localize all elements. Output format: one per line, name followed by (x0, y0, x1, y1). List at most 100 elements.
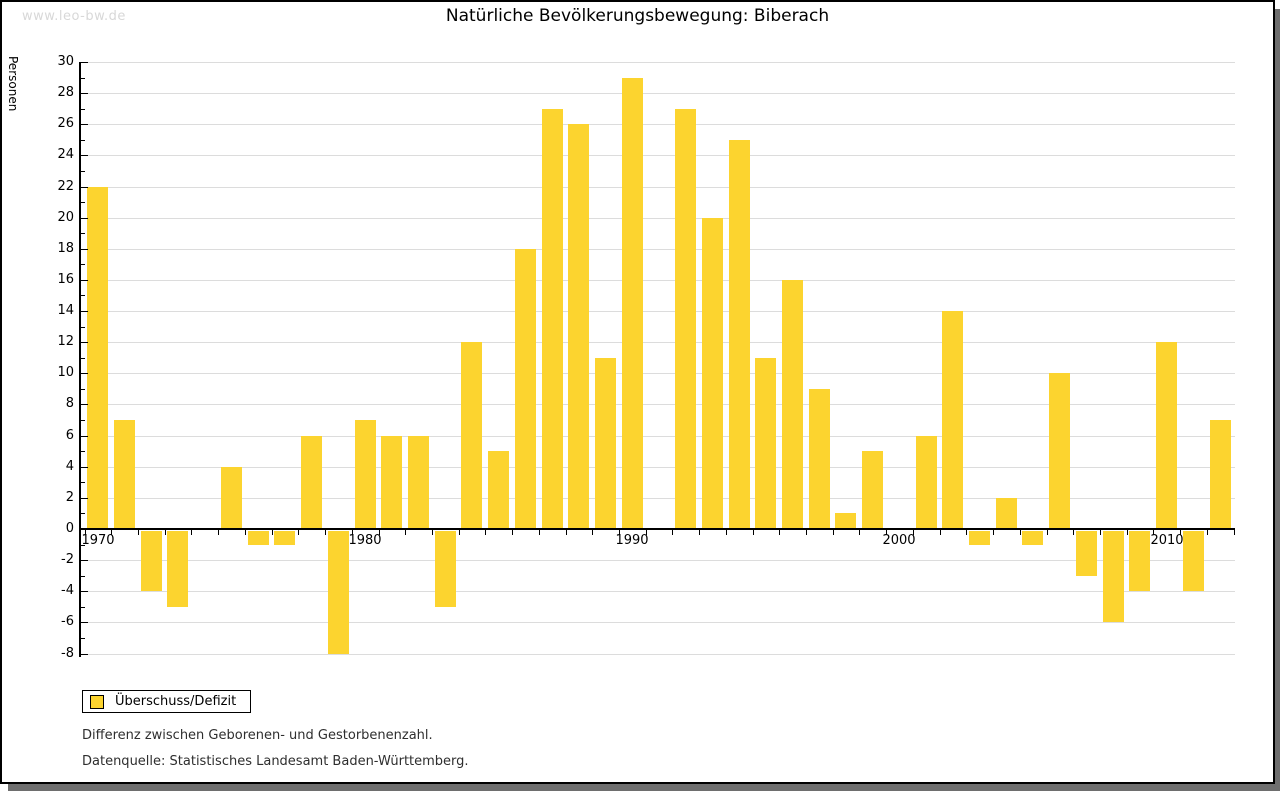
note-line-1: Differenz zwischen Geborenen- und Gestor… (82, 728, 433, 743)
x-tick-label-2000: 2000 (882, 533, 916, 548)
bar-1982 (408, 436, 429, 528)
bar-2006 (1049, 373, 1070, 528)
gridline-30 (80, 62, 1235, 63)
y-tick-20 (81, 218, 88, 219)
bar-2008 (1103, 531, 1124, 622)
legend: Überschuss/Defizit (82, 690, 252, 713)
x-tick-22 (672, 530, 673, 535)
y-tick-25 (81, 140, 85, 141)
gridline-24 (80, 155, 1235, 156)
bar-1995 (755, 358, 776, 528)
bar-1997 (809, 389, 830, 528)
y-tick-26 (81, 124, 88, 125)
bar-2009 (1129, 531, 1150, 591)
gridline-14 (80, 311, 1235, 312)
bar-1990 (622, 78, 643, 528)
legend-swatch-icon (90, 694, 104, 709)
x-tick-28 (833, 530, 834, 535)
gridline-10 (80, 373, 1235, 374)
x-tick-30 (886, 530, 887, 535)
y-tick--8 (81, 654, 88, 655)
x-tick-31 (913, 530, 914, 535)
gridline-28 (80, 93, 1235, 94)
x-tick-7 (272, 530, 273, 535)
x-tick-6 (245, 530, 246, 535)
x-tick-29 (859, 530, 860, 535)
y-tick-11 (81, 358, 85, 359)
gridline-22 (80, 187, 1235, 188)
x-tick-39 (1127, 530, 1128, 535)
y-tick-28 (81, 93, 88, 94)
gridline-6 (80, 436, 1235, 437)
gridline-26 (80, 124, 1235, 125)
x-tick-13 (432, 530, 433, 535)
x-tick-2 (138, 530, 139, 535)
bar-1971 (114, 420, 135, 528)
y-tick-10 (81, 373, 88, 374)
y-tick-16 (81, 280, 88, 281)
bar-1985 (488, 451, 509, 528)
x-tick-36 (1047, 530, 1048, 535)
x-tick-8 (298, 530, 299, 535)
bar-2005 (1022, 531, 1043, 545)
bar-1986 (515, 249, 536, 528)
gridline-2 (80, 498, 1235, 499)
y-tick-17 (81, 264, 85, 265)
x-tick-1 (111, 530, 112, 535)
x-tick-21 (646, 530, 647, 535)
x-axis-line (79, 528, 1235, 530)
x-tick-19 (592, 530, 593, 535)
y-tick-5 (81, 451, 85, 452)
x-tick-14 (459, 530, 460, 535)
x-tick-32 (940, 530, 941, 535)
gridline--2 (80, 560, 1235, 561)
x-tick-label-2010: 2010 (1150, 533, 1184, 548)
y-tick-13 (81, 327, 85, 328)
x-tick-25 (753, 530, 754, 535)
bar-1984 (461, 342, 482, 528)
x-tick-33 (966, 530, 967, 535)
y-tick-label-16: 16 (57, 272, 74, 287)
bar-1976 (248, 531, 269, 545)
x-tick-43 (1234, 530, 1235, 535)
y-tick-27 (81, 109, 85, 110)
y-tick--3 (81, 576, 85, 577)
x-tick-23 (699, 530, 700, 535)
x-tick-16 (512, 530, 513, 535)
bar-1987 (542, 109, 563, 528)
x-tick-10 (352, 530, 353, 535)
y-tick-8 (81, 404, 88, 405)
x-tick-34 (993, 530, 994, 535)
x-tick-20 (619, 530, 620, 535)
x-tick-0 (85, 530, 86, 535)
bar-1975 (221, 467, 242, 528)
bar-1983 (435, 531, 456, 607)
y-tick-label-2: 2 (65, 490, 74, 505)
y-tick--6 (81, 622, 88, 623)
chart-plot-area: -8 -6 -4 -2 0 2 4 6 8 10 12 14 16 18 20 22 24 26 28 30 1970 1… (2, 2, 1273, 782)
bar-1978 (301, 436, 322, 528)
x-tick-38 (1100, 530, 1101, 535)
x-tick-15 (485, 530, 486, 535)
x-tick-24 (726, 530, 727, 535)
y-tick-label--4: -4 (61, 583, 74, 598)
y-tick-3 (81, 482, 85, 483)
bar-1988 (568, 124, 589, 528)
gridline-12 (80, 342, 1235, 343)
y-tick-label-12: 12 (57, 334, 74, 349)
y-tick-label-26: 26 (57, 116, 74, 131)
x-tick-label-1970: 1970 (81, 533, 115, 548)
bar-2011 (1183, 531, 1204, 591)
x-tick-label-1990: 1990 (615, 533, 649, 548)
x-tick-5 (218, 530, 219, 535)
y-tick-label-14: 14 (57, 303, 74, 318)
x-tick-26 (779, 530, 780, 535)
x-tick-41 (1180, 530, 1181, 535)
bar-1981 (381, 436, 402, 528)
bar-1996 (782, 280, 803, 528)
bar-1973 (167, 531, 188, 607)
gridline--4 (80, 591, 1235, 592)
y-tick-label-22: 22 (57, 179, 74, 194)
x-tick-9 (325, 530, 326, 535)
